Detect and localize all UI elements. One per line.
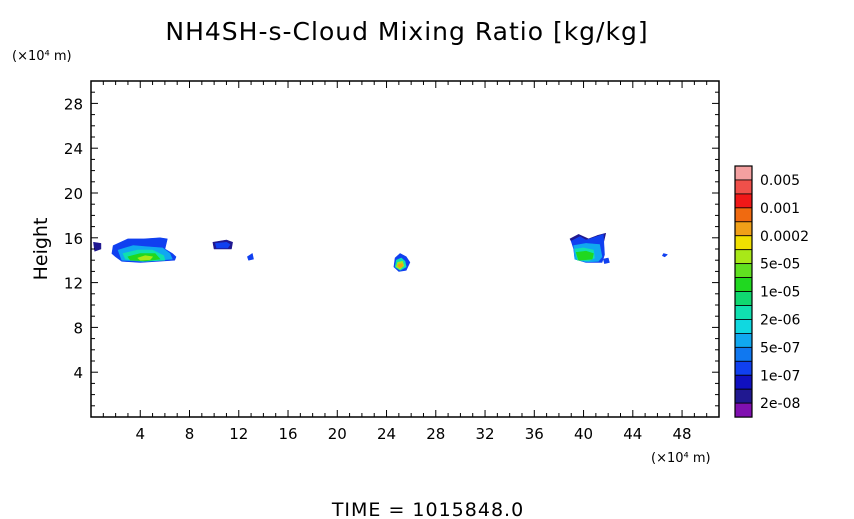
colorbar-swatch [734,291,753,306]
colorbar-label: 1e-05 [760,285,800,301]
cloud-region-18 [602,257,610,264]
colorbar-frame [734,165,753,418]
colorbar-label: 0.0002 [760,229,809,245]
colorbar-label: 2e-08 [760,396,800,412]
x-tick-label: 12 [229,425,248,443]
x-tick-label: 32 [475,425,494,443]
y-axis-unit: (×10⁴ m) [12,49,72,64]
colorbar-label: 0.005 [760,173,800,189]
x-tick-label: 44 [623,425,642,443]
x-tick-label: 24 [377,425,396,443]
y-tick-label: 24 [64,140,83,158]
y-axis-label: Height [30,218,52,281]
y-tick-label: 4 [73,364,83,382]
x-tick-label: 4 [135,425,145,443]
colorbar-swatch [734,249,753,265]
colorbar-label: 2e-06 [760,312,800,328]
colorbar-swatch [734,388,753,404]
x-tick-label: 8 [185,425,195,443]
colorbar-swatch [734,165,753,181]
x-axis-unit: (×10⁴ m) [651,451,711,466]
cloud-regions [93,233,668,272]
colorbar-label: 1e-07 [760,368,800,384]
x-tick-label: 28 [426,425,445,443]
x-tick-label: 40 [574,425,593,443]
chart-title: NH4SH-s-Cloud Mixing Ratio [kg/kg] [165,17,648,46]
x-tick-label: 20 [328,425,347,443]
axis-ticks [91,81,719,417]
colorbar: 0.005 0.001 0.0002 5e-05 1e-05 2e-06 5e-07 1e-0… [734,165,809,418]
colorbar-label: 0.001 [760,201,800,217]
colorbar-swatch [734,207,753,223]
cloud-region-17 [575,250,594,261]
x-tick-label: 48 [673,425,692,443]
cloud-region-0 [93,242,102,252]
y-tick-label: 28 [64,95,83,113]
colorbar-swatch [734,305,753,320]
colorbar-swatch [734,402,753,418]
colorbar-swatch [734,179,753,195]
colorbar-label: 5e-05 [760,257,800,273]
colorbar-swatch [734,277,753,292]
colorbar-swatch [734,346,753,362]
x-tick-label: 36 [525,425,544,443]
plot-frame [90,80,720,418]
cloud-region-12 [397,263,403,268]
colorbar-swatch [734,221,753,237]
cloud-region-19 [662,253,668,258]
colorbar-swatch [734,263,753,278]
y-tick-label: 8 [73,319,83,337]
colorbar-swatch [734,360,753,376]
time-annotation: TIME = 1015848.0 [331,499,524,519]
y-tick-label: 12 [64,275,83,293]
colorbar-swatch [734,374,753,390]
colorbar-label: 5e-07 [760,340,800,356]
cloud-region-5 [137,255,153,261]
y-tick-label: 16 [64,230,83,248]
x-tick-label: 16 [278,425,297,443]
cloud-region-8 [247,253,254,261]
colorbar-swatch [734,319,753,334]
colorbar-swatch [734,193,753,209]
colorbar-swatch [734,235,753,251]
cloud-region-7 [215,242,231,249]
y-tick-label: 20 [64,185,83,203]
colorbar-swatch [734,332,753,348]
